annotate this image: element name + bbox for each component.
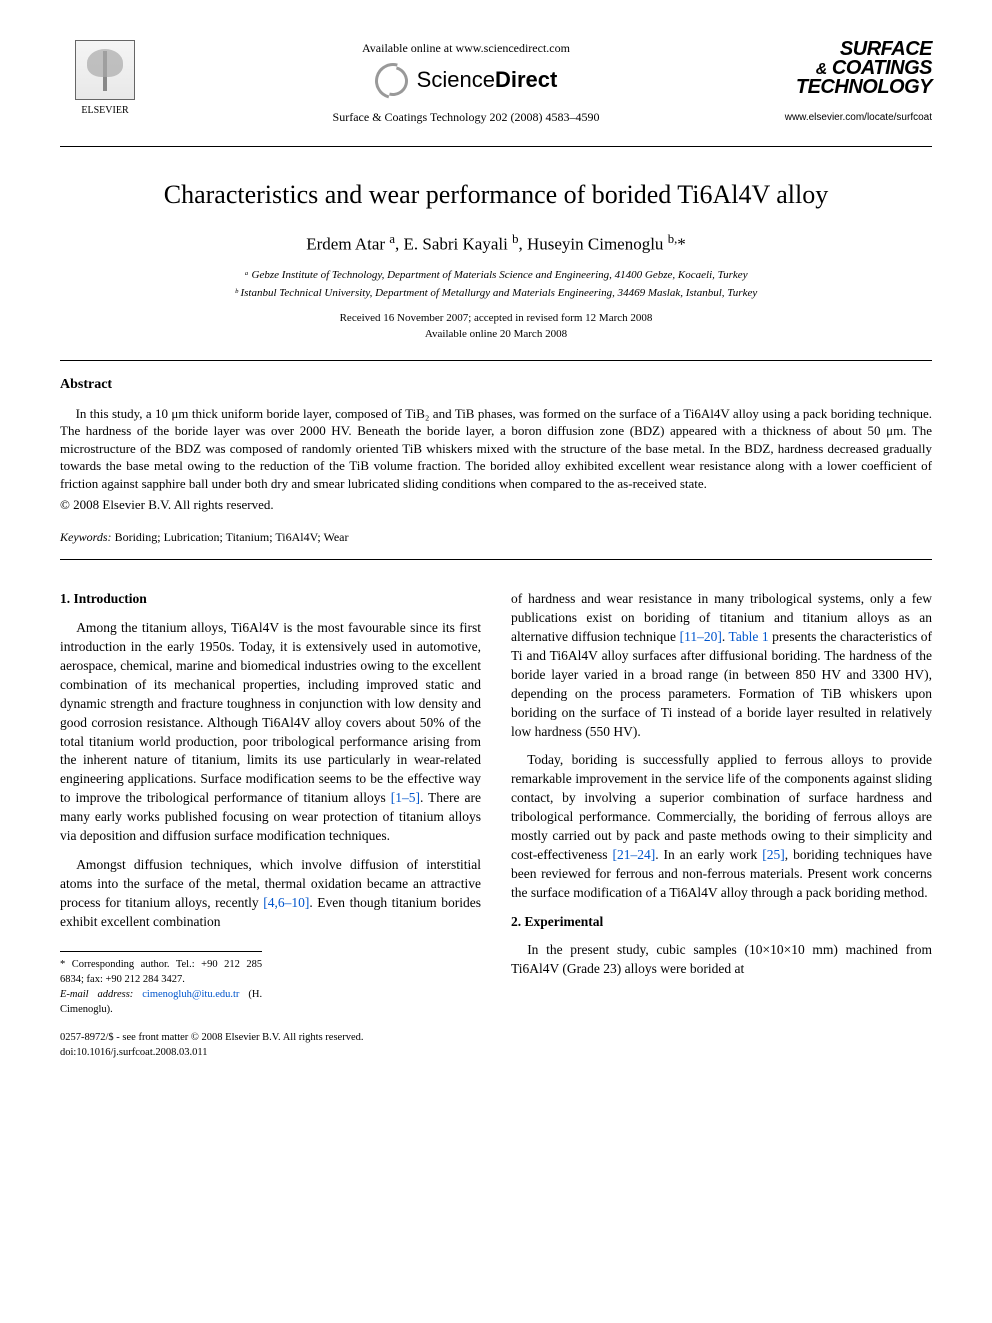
abstract-heading: Abstract: [60, 375, 932, 395]
body-columns: 1. Introduction Among the titanium alloy…: [60, 590, 932, 1017]
header-center: Available online at www.sciencedirect.co…: [150, 40, 782, 126]
ref-link-1-5[interactable]: [1–5]: [391, 790, 420, 805]
ref-link-21-24[interactable]: [21–24]: [612, 847, 655, 862]
intro-p1a: Among the titanium alloys, Ti6Al4V is th…: [60, 620, 481, 805]
corr-email-line: E-mail address: cimenogluh@itu.edu.tr (H…: [60, 988, 262, 1017]
abstract-copyright: © 2008 Elsevier B.V. All rights reserved…: [60, 496, 932, 514]
ref-link-4-6-10[interactable]: [4,6–10]: [263, 895, 309, 910]
affiliation-0: ᵃ Gebze Institute of Technology, Departm…: [60, 268, 932, 283]
journal-title-logo: SURFACE & COATINGS TECHNOLOGY www.elsevi…: [782, 40, 932, 123]
intro-paragraph-2: Amongst diffusion techniques, which invo…: [60, 856, 481, 932]
sciencedirect-swoosh-icon: [368, 56, 417, 105]
affiliation-1: ᵇ Istanbul Technical University, Departm…: [60, 286, 932, 301]
col2-paragraph-1: of hardness and wear resistance in many …: [511, 590, 932, 741]
left-column: 1. Introduction Among the titanium alloy…: [60, 590, 481, 1017]
sciencedirect-wordmark: ScienceDirect: [417, 65, 558, 96]
page-footer: 0257-8972/$ - see front matter © 2008 El…: [60, 1031, 932, 1060]
sd-part1: Science: [417, 67, 495, 92]
abstract-text: In this study, a 10 μm thick uniform bor…: [60, 405, 932, 493]
online-date: Available online 20 March 2008: [60, 327, 932, 342]
c2p1b: .: [722, 629, 729, 644]
c2p2a: Today, boriding is successfully applied …: [511, 752, 932, 861]
corresponding-author-footnote: * Corresponding author. Tel.: +90 212 28…: [60, 951, 262, 1017]
col2-paragraph-2: Today, boriding is successfully applied …: [511, 751, 932, 902]
keywords-block: Keywords: Boriding; Lubrication; Titaniu…: [60, 529, 932, 546]
journal-header: ELSEVIER Available online at www.science…: [60, 40, 932, 126]
article-title: Characteristics and wear performance of …: [60, 177, 932, 213]
exp-paragraph-1: In the present study, cubic samples (10×…: [511, 941, 932, 979]
right-column: of hardness and wear resistance in many …: [511, 590, 932, 1017]
available-online-text: Available online at www.sciencedirect.co…: [170, 40, 762, 57]
abstract-rule-bottom: [60, 559, 932, 560]
section-introduction-heading: 1. Introduction: [60, 590, 481, 609]
table-1-link[interactable]: Table 1: [729, 629, 769, 644]
c2p1c: presents the characteristics of Ti and T…: [511, 629, 932, 738]
ref-link-11-20[interactable]: [11–20]: [680, 629, 722, 644]
c2p2b: . In an early work: [655, 847, 762, 862]
email-link[interactable]: cimenogluh@itu.edu.tr: [142, 989, 239, 1000]
intro-paragraph-1: Among the titanium alloys, Ti6Al4V is th…: [60, 619, 481, 846]
email-label: E-mail address:: [60, 989, 133, 1000]
journal-citation: Surface & Coatings Technology 202 (2008)…: [170, 109, 762, 126]
ref-link-25[interactable]: [25]: [762, 847, 785, 862]
sd-part2: Direct: [495, 67, 557, 92]
footer-doi: doi:10.1016/j.surfcoat.2008.03.011: [60, 1046, 363, 1061]
footer-left: 0257-8972/$ - see front matter © 2008 El…: [60, 1031, 363, 1060]
elsevier-logo: ELSEVIER: [60, 40, 150, 118]
received-date: Received 16 November 2007; accepted in r…: [60, 311, 932, 326]
elsevier-tree-icon: [75, 40, 135, 100]
corr-author-line: * Corresponding author. Tel.: +90 212 28…: [60, 958, 262, 987]
keywords-label: Keywords:: [60, 530, 112, 544]
header-rule: [60, 146, 932, 147]
abstract-rule-top: [60, 360, 932, 361]
section-experimental-heading: 2. Experimental: [511, 913, 932, 932]
journal-logo-line3: TECHNOLOGY: [782, 78, 932, 97]
footer-copyright: 0257-8972/$ - see front matter © 2008 El…: [60, 1031, 363, 1046]
author-list: Erdem Atar a, E. Sabri Kayali b, Huseyin…: [60, 231, 932, 256]
journal-url: www.elsevier.com/locate/surfcoat: [782, 113, 932, 123]
elsevier-label: ELSEVIER: [60, 104, 150, 118]
keywords-text: Boriding; Lubrication; Titanium; Ti6Al4V…: [115, 530, 349, 544]
sciencedirect-logo: ScienceDirect: [170, 63, 762, 99]
